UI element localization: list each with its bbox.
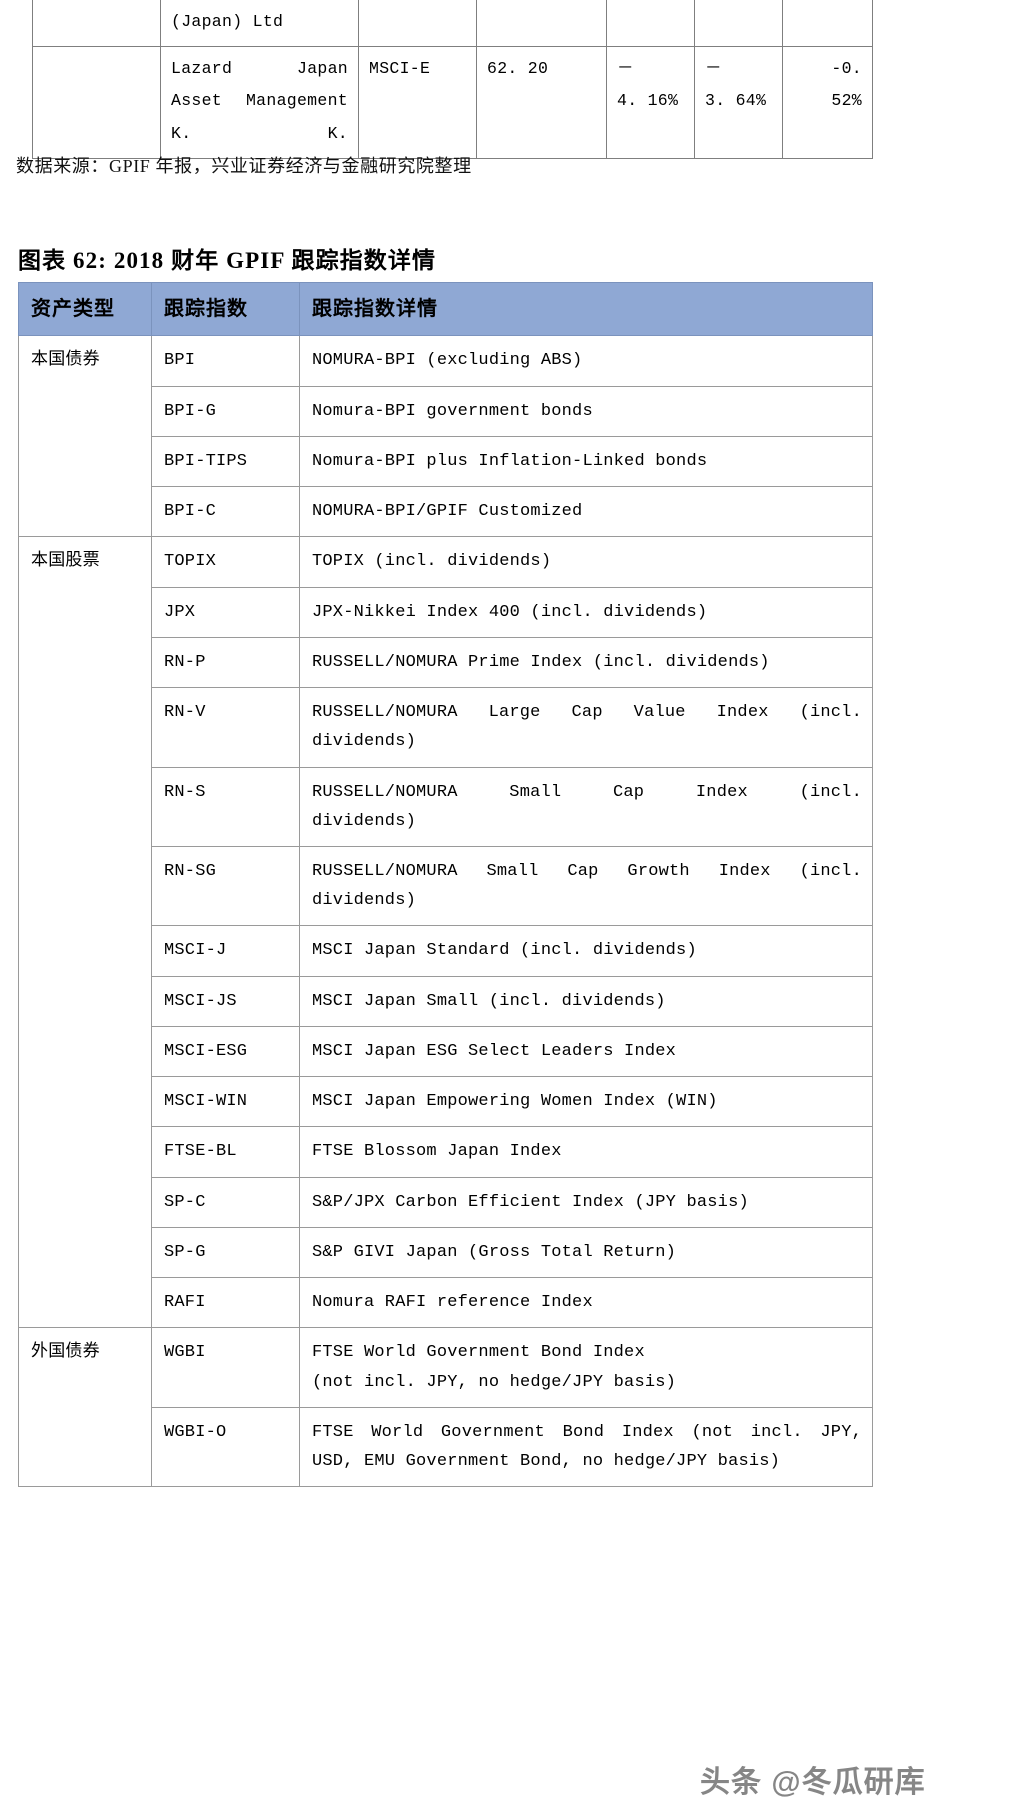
cell-index-code: RAFI xyxy=(151,1277,300,1329)
cell-index-detail: MSCI Japan Standard (incl. dividends) xyxy=(299,925,873,977)
table-row: RN-S RUSSELL/NOMURA Small Cap Index (incl… xyxy=(19,766,873,847)
cell-index-detail: Nomura RAFI reference Index xyxy=(299,1277,873,1329)
continuation-table: (Japan) Ltd Lazard Japan Asset Managemen… xyxy=(32,0,873,159)
cell-index-code: RN-P xyxy=(151,636,300,689)
cell-excess-return xyxy=(782,0,873,48)
cell-manager-category xyxy=(32,0,161,48)
cell-index-code: BPI-TIPS xyxy=(151,435,300,488)
cell-index-detail: S&P/JPX Carbon Efficient Index (JPY basi… xyxy=(299,1176,873,1228)
cell-index-detail: S&P GIVI Japan (Gross Total Return) xyxy=(299,1226,873,1279)
table-row: BPI-C NOMURA-BPI/GPIF Customized xyxy=(19,486,873,538)
cell-amount xyxy=(476,0,607,48)
index-detail-table: 资产类型 跟踪指数 跟踪指数详情 本国债券 BPI NOMURA-BPI (excl… xyxy=(18,281,873,1488)
table-row: JPX JPX-Nikkei Index 400 (incl. dividends… xyxy=(19,586,873,638)
table-header-row: 资产类型 跟踪指数 跟踪指数详情 xyxy=(18,281,873,337)
cell-index-detail: RUSSELL/NOMURA Large Cap Value Index (in… xyxy=(299,687,873,768)
cell-amount: 62. 20 xyxy=(476,46,607,159)
cell-index-code: WGBI xyxy=(151,1327,300,1408)
table-row: RN-P RUSSELL/NOMURA Prime Index (incl. di… xyxy=(19,636,873,689)
cell-index-detail: TOPIX (incl. dividends) xyxy=(299,536,873,588)
cell-index-detail: FTSE Blossom Japan Index xyxy=(299,1126,873,1178)
cell-index-detail: RUSSELL/NOMURA Prime Index (incl. divide… xyxy=(299,636,873,689)
column-header-index: 跟踪指数 xyxy=(151,281,300,337)
cell-return-2 xyxy=(694,0,783,48)
cell-index-code: BPI-G xyxy=(151,385,300,437)
cell-index-code: TOPIX xyxy=(151,536,300,588)
table-row: MSCI-JS MSCI Japan Small (incl. dividends… xyxy=(19,975,873,1027)
cell-index-detail: MSCI Japan Empowering Women Index (WIN) xyxy=(299,1076,873,1128)
column-header-asset-type: 资产类型 xyxy=(18,281,152,337)
table-row: RN-V RUSSELL/NOMURA Large Cap Value Index… xyxy=(19,687,873,768)
cell-index-code: MSCI-WIN xyxy=(151,1076,300,1128)
table-row: MSCI-WIN MSCI Japan Empowering Women Inde… xyxy=(19,1076,873,1128)
cell-excess-return: -0. 52% xyxy=(782,46,873,159)
cell-index-detail: Nomura-BPI government bonds xyxy=(299,385,873,437)
cell-index-code: SP-C xyxy=(151,1176,300,1228)
table-row: RAFI Nomura RAFI reference Index xyxy=(19,1277,873,1329)
source-note: 数据来源：GPIF 年报，兴业证券经济与金融研究院整理 xyxy=(16,156,472,176)
cell-benchmark: MSCI-E xyxy=(358,46,477,159)
cell-index-code: WGBI-O xyxy=(151,1406,300,1488)
cell-index-detail: FTSE World Government Bond Index (not in… xyxy=(299,1406,873,1488)
cell-index-detail: RUSSELL/NOMURA Small Cap Index (incl. div… xyxy=(299,766,873,847)
cell-index-code: BPI xyxy=(151,335,300,387)
table-row: BPI-TIPS Nomura-BPI plus Inflation-Linked… xyxy=(19,435,873,488)
table-row: RN-SG RUSSELL/NOMURA Small Cap Growth Ind… xyxy=(19,845,873,927)
table-row: 外国债券 WGBI FTSE World Government Bond Index… xyxy=(18,1327,873,1488)
cell-index-code: BPI-C xyxy=(151,486,300,538)
cell-return-1 xyxy=(606,0,695,48)
cell-manager-name: Lazard Japan Asset Management K. K. xyxy=(160,46,359,159)
cell-index-code: MSCI-ESG xyxy=(151,1025,300,1078)
cell-index-detail: FTSE World Government Bond Index (not inc… xyxy=(299,1327,873,1408)
table-row: 本国债券 BPI NOMURA-BPI (excluding ABS) xyxy=(18,335,873,538)
figure-title: 图表 62: 2018 财年 GPIF 跟踪指数详情 xyxy=(18,248,437,273)
table-row: WGBI-O FTSE World Government Bond Index (… xyxy=(19,1406,873,1488)
cell-asset-type: 本国股票 xyxy=(18,536,152,1329)
cell-benchmark xyxy=(358,0,477,48)
cell-return-2: － 3. 64% xyxy=(694,46,783,159)
cell-index-detail: RUSSELL/NOMURA Small Cap Growth Index (i… xyxy=(299,845,873,927)
cell-index-detail: MSCI Japan Small (incl. dividends) xyxy=(299,975,873,1027)
cell-index-code: SP-G xyxy=(151,1226,300,1279)
table-row: 本国股票 TOPIX TOPIX (incl. dividends) xyxy=(18,536,873,1329)
index-table-body: 本国债券 BPI NOMURA-BPI (excluding ABS) BPI-G No… xyxy=(18,335,873,1488)
watermark: 头条 @冬瓜研库 xyxy=(700,1766,926,1799)
table-row: FTSE-BL FTSE Blossom Japan Index xyxy=(19,1126,873,1178)
cell-index-code: MSCI-JS xyxy=(151,975,300,1027)
cell-index-code: RN-S xyxy=(151,766,300,847)
cell-index-detail: MSCI Japan ESG Select Leaders Index xyxy=(299,1025,873,1078)
cell-manager-category xyxy=(32,46,161,159)
cell-index-detail: JPX-Nikkei Index 400 (incl. dividends) xyxy=(299,586,873,638)
table-row: MSCI-ESG MSCI Japan ESG Select Leaders In… xyxy=(19,1025,873,1078)
cell-index-code: JPX xyxy=(151,586,300,638)
column-header-index-detail: 跟踪指数详情 xyxy=(299,281,873,337)
cell-asset-type: 本国债券 xyxy=(18,335,152,538)
table-row: SP-C S&P/JPX Carbon Efficient Index (JPY … xyxy=(19,1176,873,1228)
table-row: (Japan) Ltd xyxy=(32,0,873,48)
index-table-container: 资产类型 跟踪指数 跟踪指数详情 本国债券 BPI NOMURA-BPI (excl… xyxy=(18,281,873,1488)
cell-index-detail: Nomura-BPI plus Inflation-Linked bonds xyxy=(299,435,873,488)
table-row: MSCI-J MSCI Japan Standard (incl. dividen… xyxy=(19,925,873,977)
cell-index-code: RN-SG xyxy=(151,845,300,927)
cell-index-code: MSCI-J xyxy=(151,925,300,977)
cell-index-code: FTSE-BL xyxy=(151,1126,300,1178)
table-row: Lazard Japan Asset Management K. K. MSCI… xyxy=(32,46,873,159)
table-row: BPI-G Nomura-BPI government bonds xyxy=(19,385,873,437)
cell-index-detail: NOMURA-BPI (excluding ABS) xyxy=(299,335,873,387)
cell-index-detail: NOMURA-BPI/GPIF Customized xyxy=(299,486,873,538)
cell-return-1: － 4. 16% xyxy=(606,46,695,159)
cell-manager-name: (Japan) Ltd xyxy=(160,0,359,48)
cell-index-code: RN-V xyxy=(151,687,300,768)
continuation-table-container: (Japan) Ltd Lazard Japan Asset Managemen… xyxy=(32,0,873,159)
cell-asset-type: 外国债券 xyxy=(18,1327,152,1488)
